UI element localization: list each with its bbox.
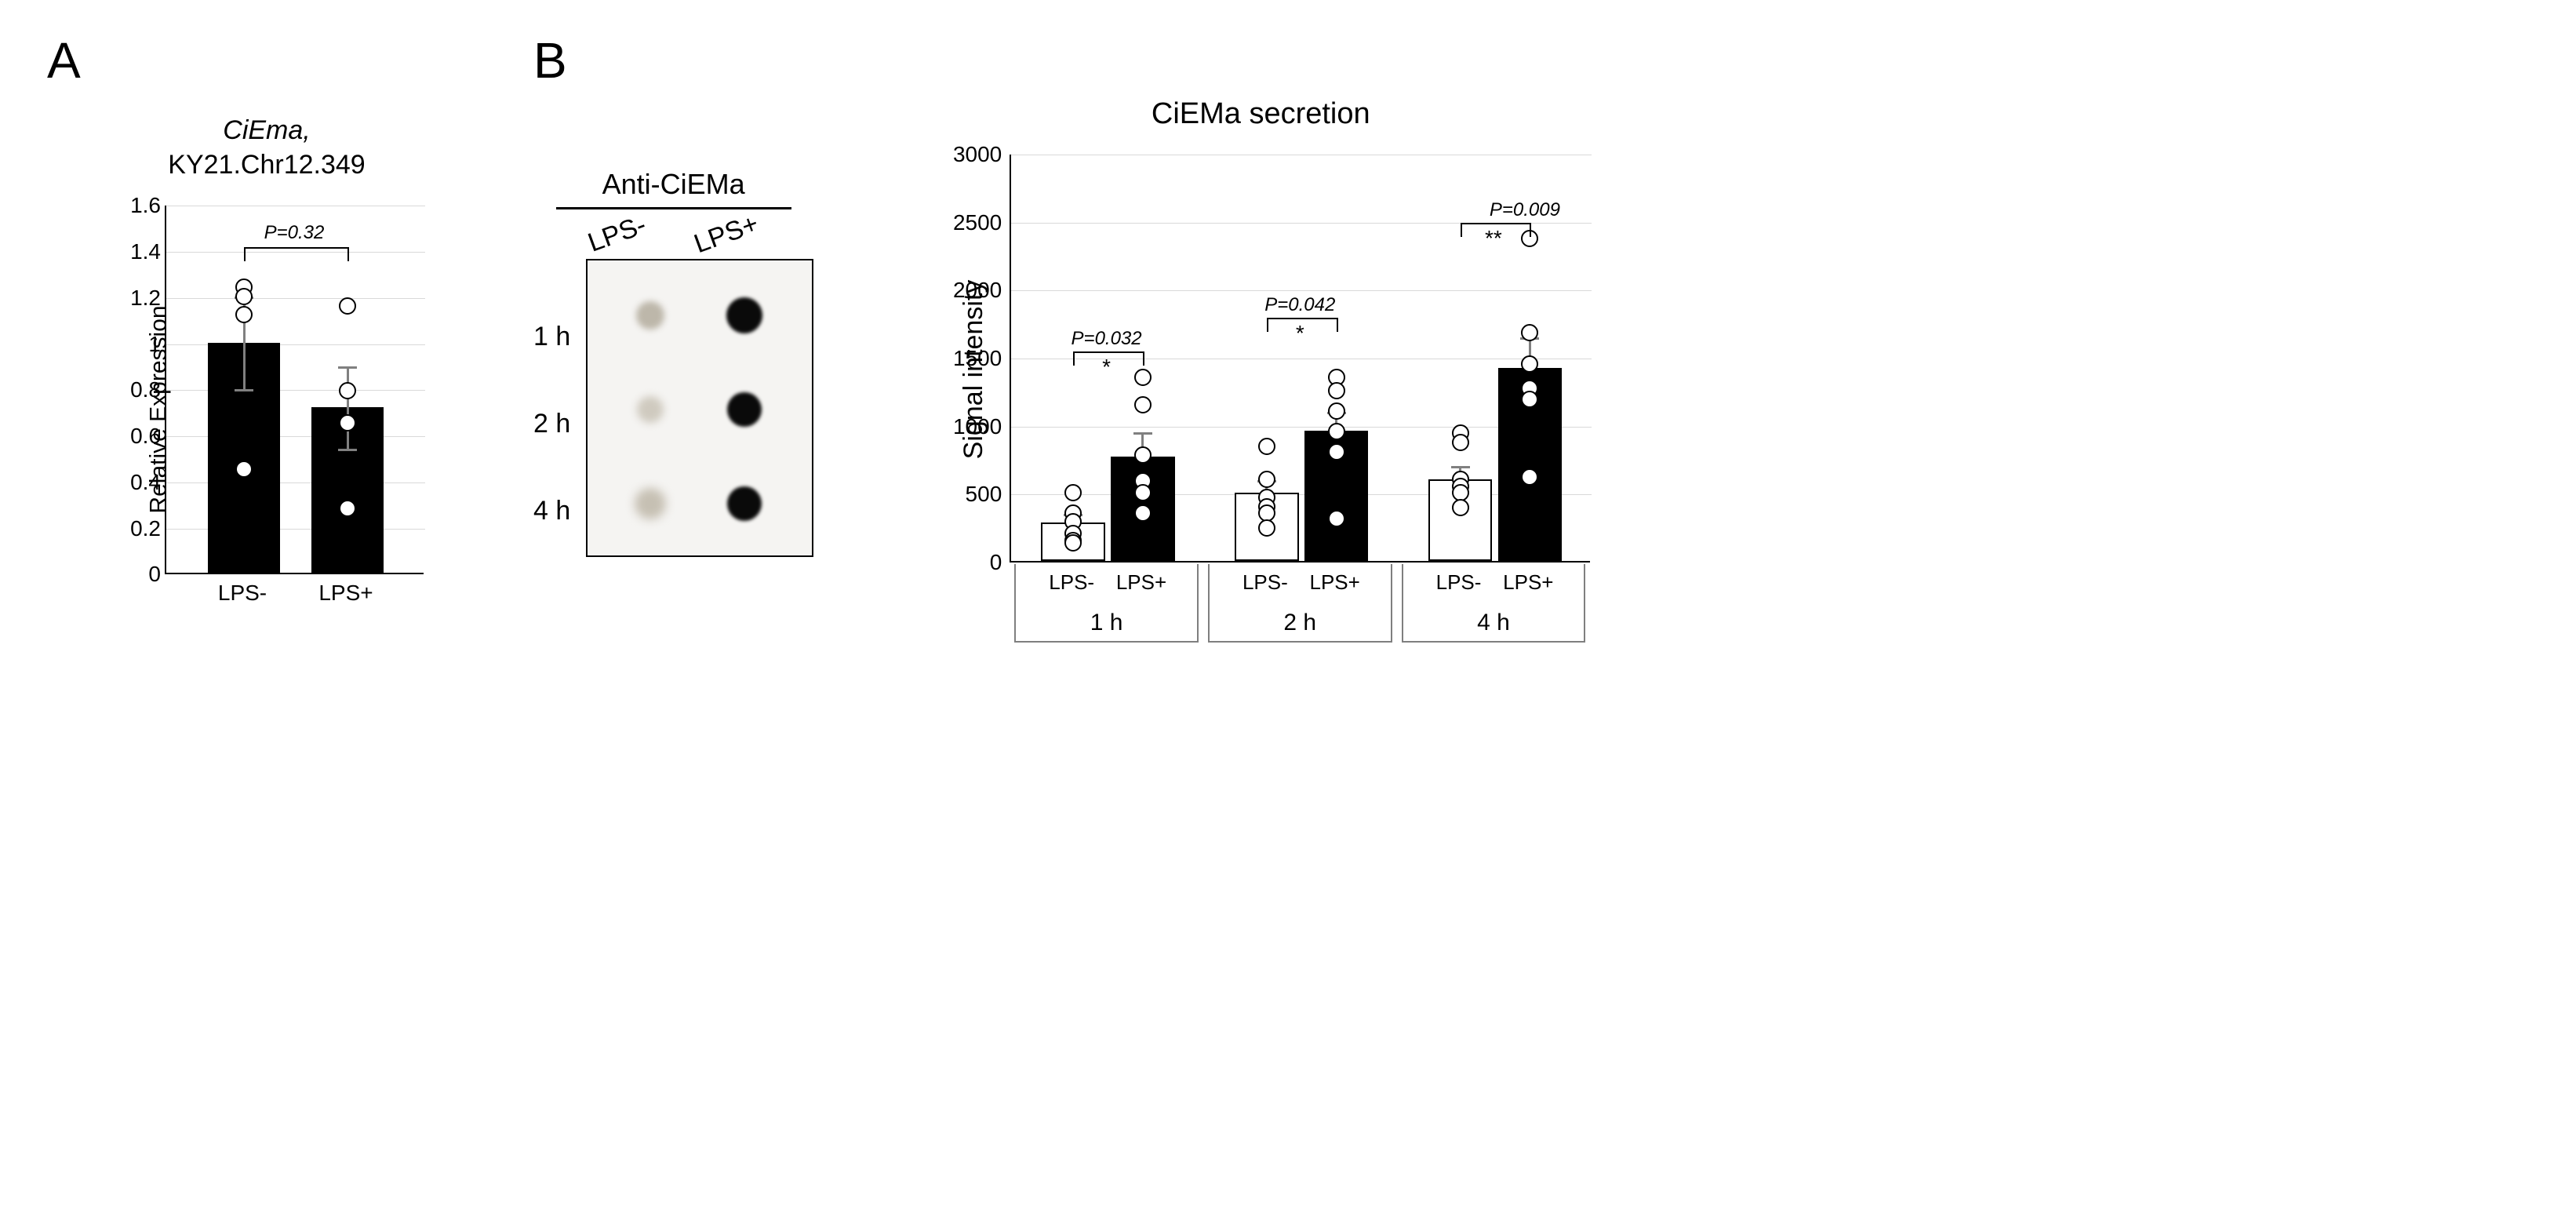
panel-a-label: A <box>47 31 439 89</box>
chart-b: Signal intensity 05001000150020002500300… <box>908 139 1614 688</box>
chart-a-xlabel: LPS+ <box>318 581 373 606</box>
chart-a-ytick: 1.4 <box>118 239 161 264</box>
panel-a: A CiEma, KY21.Chr12.349 Relative Express… <box>47 31 439 629</box>
panel-b-content: Anti-CiEMa LPS- LPS+ 1 h 2 h 4 h CiEMa sec… <box>533 97 1614 688</box>
chart-a-title: CiEma, KY21.Chr12.349 <box>94 113 439 182</box>
sig-bracket <box>166 206 424 573</box>
dotblot-row-label: 4 h <box>533 496 570 526</box>
dotblot-spot <box>635 488 666 519</box>
chart-a-xlabel: LPS- <box>218 581 267 606</box>
dotblot-image <box>586 259 813 557</box>
group-label: 4 h <box>1477 610 1510 636</box>
dotblot-col-lps-minus: LPS- <box>584 209 649 259</box>
chart-b-ytick: 0 <box>947 550 1002 575</box>
chart-b-title: CiEMa secretion <box>908 97 1614 131</box>
dotblot-spot <box>726 297 762 333</box>
chart-a: Relative Expression 00.20.40.60.811.21.4… <box>94 190 439 629</box>
sig-star: ** <box>1485 226 1502 251</box>
dotblot: Anti-CiEMa LPS- LPS+ 1 h 2 h 4 h <box>533 168 813 557</box>
chart-b-ytick: 2000 <box>947 278 1002 303</box>
chart-b-ytick: 500 <box>947 482 1002 507</box>
chart-a-ytick: 1.6 <box>118 193 161 218</box>
chart-a-ytick: 1.2 <box>118 286 161 311</box>
chart-a-ytick: 1 <box>118 332 161 357</box>
dotblot-row-label: 1 h <box>533 322 570 352</box>
chart-b-ytick: 1000 <box>947 414 1002 439</box>
chart-b-ytick: 3000 <box>947 142 1002 167</box>
chart-b-ytick: 2500 <box>947 210 1002 235</box>
dotblot-col-labels: LPS- LPS+ <box>533 219 813 249</box>
dotblot-rule <box>556 207 791 209</box>
sig-star: * <box>1102 355 1111 380</box>
sig-pvalue: P=0.009 <box>1490 199 1560 221</box>
chart-b-container: CiEMa secretion Signal intensity 0500100… <box>908 97 1614 688</box>
sig-pvalue: P=0.32 <box>264 222 325 244</box>
dotblot-spot <box>727 392 762 427</box>
dotblot-spot <box>636 301 664 330</box>
sig-pvalue: P=0.032 <box>1072 328 1142 350</box>
group-label: 2 h <box>1283 610 1316 636</box>
chart-a-ytick: 0.2 <box>118 516 161 541</box>
dotblot-spot <box>727 486 762 521</box>
dotblot-spot <box>637 396 664 423</box>
panel-b: B Anti-CiEMa LPS- LPS+ 1 h 2 h 4 h CiEMa s… <box>533 31 1614 688</box>
panel-b-label: B <box>533 31 1614 89</box>
dotblot-row-labels: 1 h 2 h 4 h <box>533 290 570 526</box>
group-label: 1 h <box>1090 610 1123 636</box>
chart-a-title-line1: CiEma, <box>223 115 310 145</box>
chart-a-title-line2: KY21.Chr12.349 <box>94 147 439 182</box>
chart-a-plot <box>165 206 424 574</box>
dotblot-row-label: 2 h <box>533 409 570 439</box>
dotblot-area: 1 h 2 h 4 h <box>533 259 813 557</box>
sig-star: * <box>1296 321 1304 346</box>
chart-a-container: CiEma, KY21.Chr12.349 Relative Expressio… <box>94 113 439 629</box>
chart-a-ytick: 0.4 <box>118 470 161 495</box>
chart-b-ytick: 1500 <box>947 346 1002 371</box>
chart-a-ytick: 0 <box>118 562 161 587</box>
figure: A CiEma, KY21.Chr12.349 Relative Express… <box>47 31 2529 688</box>
chart-a-ytick: 0.8 <box>118 377 161 402</box>
sig-pvalue: P=0.042 <box>1264 294 1335 316</box>
dotblot-title: Anti-CiEMa <box>533 168 813 201</box>
dotblot-col-lps-plus: LPS+ <box>690 209 762 260</box>
chart-a-ytick: 0.6 <box>118 424 161 449</box>
